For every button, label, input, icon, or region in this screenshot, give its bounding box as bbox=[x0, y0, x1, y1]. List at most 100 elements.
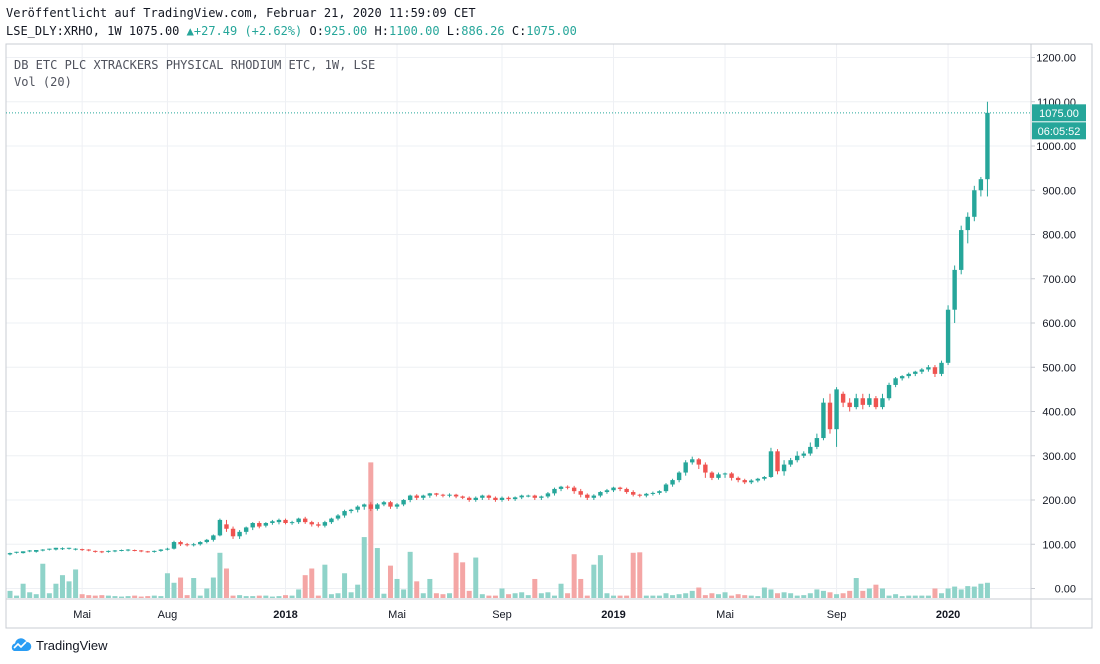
candle-body bbox=[322, 522, 328, 526]
volume-bar bbox=[912, 595, 918, 598]
y-tick-label: 300.00 bbox=[1042, 451, 1076, 463]
candle-body bbox=[453, 494, 459, 497]
candle-body bbox=[821, 402, 826, 439]
x-tick-label: 2019 bbox=[601, 609, 625, 621]
candle-body bbox=[762, 476, 767, 479]
volume-bar bbox=[374, 548, 380, 598]
candle-body bbox=[604, 490, 610, 493]
volume-bar bbox=[775, 593, 781, 598]
volume-bar bbox=[597, 555, 603, 598]
volume-bar bbox=[801, 595, 807, 598]
volume-bar bbox=[735, 594, 741, 598]
candle-body bbox=[243, 527, 249, 532]
candle-body bbox=[539, 496, 544, 498]
candle-body bbox=[637, 494, 642, 496]
candle-body bbox=[178, 542, 183, 545]
x-tick-label: Mai bbox=[716, 609, 734, 621]
volume-bar bbox=[92, 595, 98, 598]
x-tick-label: Mai bbox=[73, 609, 91, 621]
candle-body bbox=[860, 398, 865, 405]
candle-body bbox=[73, 548, 78, 550]
volume-bar bbox=[866, 588, 872, 598]
chart-grid bbox=[6, 44, 1031, 599]
candle-body bbox=[899, 376, 905, 379]
volume-bar bbox=[656, 595, 662, 598]
volume-bar bbox=[256, 595, 262, 598]
x-tick-label: 2018 bbox=[273, 609, 297, 621]
volume-bar bbox=[499, 588, 505, 598]
candle-body bbox=[749, 480, 754, 483]
volume-bar bbox=[40, 563, 46, 598]
symbol-label[interactable]: LSE_DLY:XRHO, 1W bbox=[6, 24, 122, 38]
volume-bar bbox=[952, 586, 958, 598]
volume-bar bbox=[565, 593, 571, 598]
candle-body bbox=[834, 389, 839, 430]
volume-bar bbox=[368, 462, 374, 598]
volume-bar bbox=[73, 569, 79, 598]
candlesticks bbox=[7, 101, 990, 556]
candle-body bbox=[467, 497, 472, 500]
candle-body bbox=[283, 519, 288, 524]
volume-bar bbox=[171, 582, 177, 598]
volume-bar bbox=[715, 594, 721, 598]
candle-body bbox=[768, 451, 774, 477]
volume-bar bbox=[670, 595, 676, 598]
candle-body bbox=[250, 523, 255, 528]
volume-bar bbox=[683, 593, 689, 598]
candle-body bbox=[106, 550, 111, 552]
volume-bar bbox=[860, 590, 866, 598]
volume-bar bbox=[302, 575, 308, 598]
candle-body bbox=[394, 504, 400, 507]
x-tick-label: Sep bbox=[827, 609, 847, 621]
volume-bar bbox=[197, 595, 203, 598]
high-label: H: bbox=[374, 24, 389, 38]
volume-bar bbox=[132, 595, 138, 598]
volume-bar bbox=[617, 595, 623, 598]
volume-bar bbox=[893, 594, 899, 598]
volume-bar bbox=[355, 584, 361, 598]
volume-bar bbox=[119, 596, 125, 598]
tradingview-logo[interactable]: TradingView bbox=[8, 637, 108, 653]
candle-body bbox=[139, 550, 144, 552]
volume-bar bbox=[86, 595, 92, 598]
candle-body bbox=[86, 549, 91, 551]
volume-bar bbox=[689, 590, 695, 598]
candle-body bbox=[624, 488, 629, 493]
candle-body bbox=[978, 179, 984, 191]
candle-body bbox=[945, 309, 951, 363]
volume-bar bbox=[932, 588, 938, 598]
candle-body bbox=[401, 500, 406, 505]
y-tick-label: 700.00 bbox=[1042, 274, 1076, 286]
volume-bar bbox=[387, 565, 393, 598]
low-label: L: bbox=[446, 24, 462, 38]
close-value: 1075.00 bbox=[526, 24, 577, 38]
candle-body bbox=[152, 550, 157, 552]
candle-body bbox=[985, 112, 990, 180]
volume-bar bbox=[755, 596, 761, 598]
volume-bar bbox=[637, 552, 643, 598]
volume-bar bbox=[978, 583, 984, 598]
candle-body bbox=[578, 491, 583, 495]
candle-body bbox=[145, 551, 150, 553]
candle-body bbox=[676, 472, 682, 481]
volume-bar bbox=[742, 595, 748, 598]
candle-body bbox=[611, 487, 616, 491]
volume-bar bbox=[761, 587, 767, 598]
candle-body bbox=[165, 548, 170, 550]
candle-body bbox=[270, 521, 275, 524]
candle-body bbox=[53, 547, 59, 550]
candle-body bbox=[20, 551, 26, 554]
candle-body bbox=[906, 373, 911, 377]
candle-body bbox=[886, 384, 892, 399]
x-tick-label: Aug bbox=[158, 609, 178, 621]
candle-body bbox=[237, 531, 242, 537]
candle-body bbox=[840, 393, 846, 403]
candle-body bbox=[296, 518, 301, 523]
volume-bar bbox=[984, 582, 990, 598]
volume-bar bbox=[237, 595, 243, 598]
volume-bar bbox=[394, 578, 400, 598]
candle-body bbox=[552, 488, 557, 494]
candle-body bbox=[486, 495, 492, 498]
volume-bar bbox=[702, 595, 708, 598]
